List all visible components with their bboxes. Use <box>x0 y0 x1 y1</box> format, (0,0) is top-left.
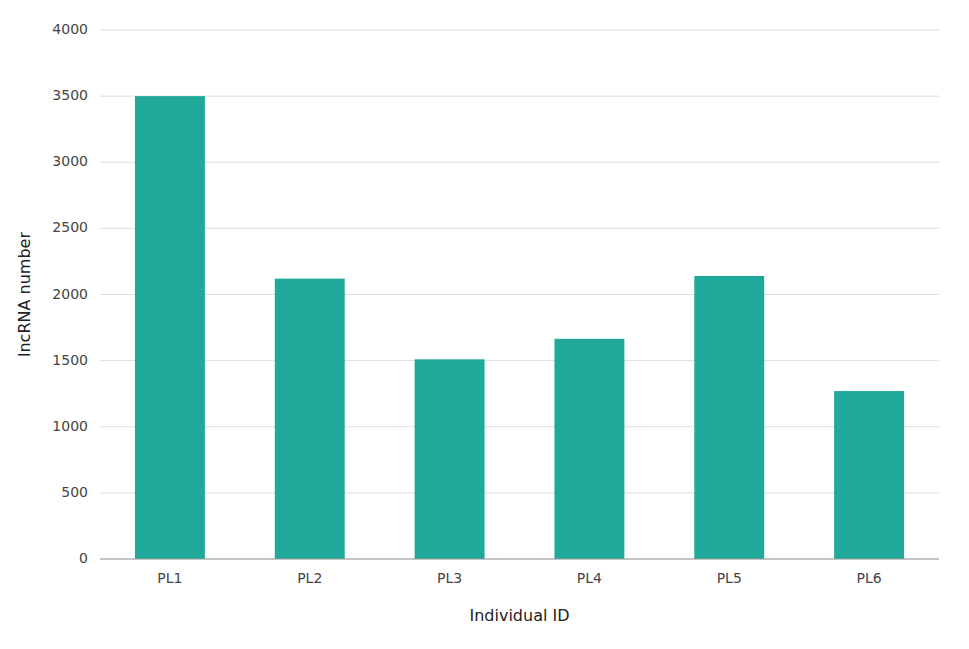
bar <box>694 276 764 559</box>
y-grid <box>100 30 939 559</box>
y-tick-label: 3500 <box>52 87 88 103</box>
bars <box>135 96 904 559</box>
bar <box>554 339 624 559</box>
chart-container: 05001000150020002500300035004000PL1PL2PL… <box>0 0 969 649</box>
y-ticks: 0 500 1000 1500 2000 2500 3000 3500 4000 <box>52 21 88 566</box>
grid-line <box>100 360 939 361</box>
x-tick-label: PL1 <box>157 570 182 586</box>
bar <box>834 391 904 559</box>
y-tick-label: 0 <box>79 550 88 566</box>
y-tick-label: 1500 <box>52 352 88 368</box>
grid-line <box>100 559 939 560</box>
y-tick-label: 3000 <box>52 153 88 169</box>
y-tick-label: 2500 <box>52 219 88 235</box>
y-axis-label: lncRNA number <box>15 232 34 357</box>
x-tick-label: PL2 <box>297 570 322 586</box>
x-axis-line <box>100 559 939 560</box>
bar <box>135 96 205 559</box>
bar <box>275 279 345 559</box>
grid-line <box>100 96 939 97</box>
grid-line <box>100 294 939 295</box>
y-tick-label: 4000 <box>52 21 88 37</box>
grid-line <box>100 162 939 163</box>
chart-svg: 05001000150020002500300035004000PL1PL2PL… <box>0 0 969 649</box>
grid-line <box>100 30 939 31</box>
x-tick-label: PL5 <box>717 570 742 586</box>
y-tick-label: 2000 <box>52 286 88 302</box>
x-axis-label: Individual ID <box>469 606 569 625</box>
x-ticks: PL1 PL2 PL3 PL4 PL5 PL6 <box>157 570 881 586</box>
y-tick-label: 1000 <box>52 418 88 434</box>
x-tick-label: PL3 <box>437 570 462 586</box>
grid-line <box>100 228 939 229</box>
grid-line <box>100 492 939 493</box>
bar <box>415 359 485 559</box>
x-tick-label: PL4 <box>577 570 602 586</box>
grid-line <box>100 426 939 427</box>
y-tick-label: 500 <box>61 484 88 500</box>
x-tick-label: PL6 <box>857 570 882 586</box>
